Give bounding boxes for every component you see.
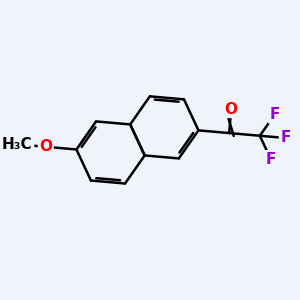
Text: F: F	[269, 107, 280, 122]
Text: O: O	[225, 102, 238, 117]
Text: O: O	[39, 139, 52, 154]
Text: F: F	[266, 152, 276, 166]
Text: F: F	[280, 130, 291, 146]
Text: H₃C: H₃C	[2, 137, 32, 152]
